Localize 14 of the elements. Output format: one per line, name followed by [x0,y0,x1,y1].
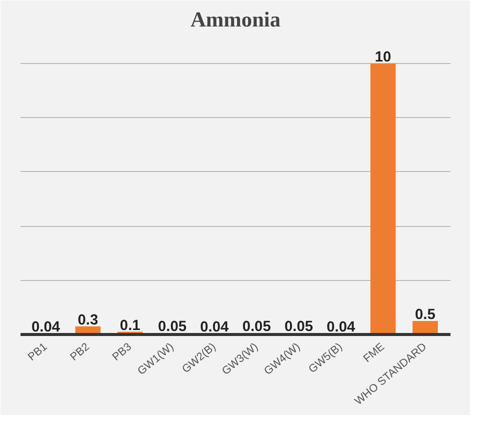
data-label: 0.1 [120,318,140,334]
data-label: 0.3 [78,312,98,328]
data-label: 0.05 [242,319,271,336]
chart-title: Ammonia [190,8,281,32]
data-label: 0.05 [158,319,187,336]
x-tick-label: PB1 [26,340,50,364]
data-label: 0.04 [32,319,61,336]
x-tick-label: PB3 [110,340,134,364]
data-label: 0.04 [326,319,356,336]
data-label: 10 [374,50,392,66]
data-label: 0.04 [200,319,230,336]
data-label: 0.5 [415,306,436,323]
x-tick-label: PB2 [68,340,92,364]
data-label: 0.05 [284,319,314,336]
